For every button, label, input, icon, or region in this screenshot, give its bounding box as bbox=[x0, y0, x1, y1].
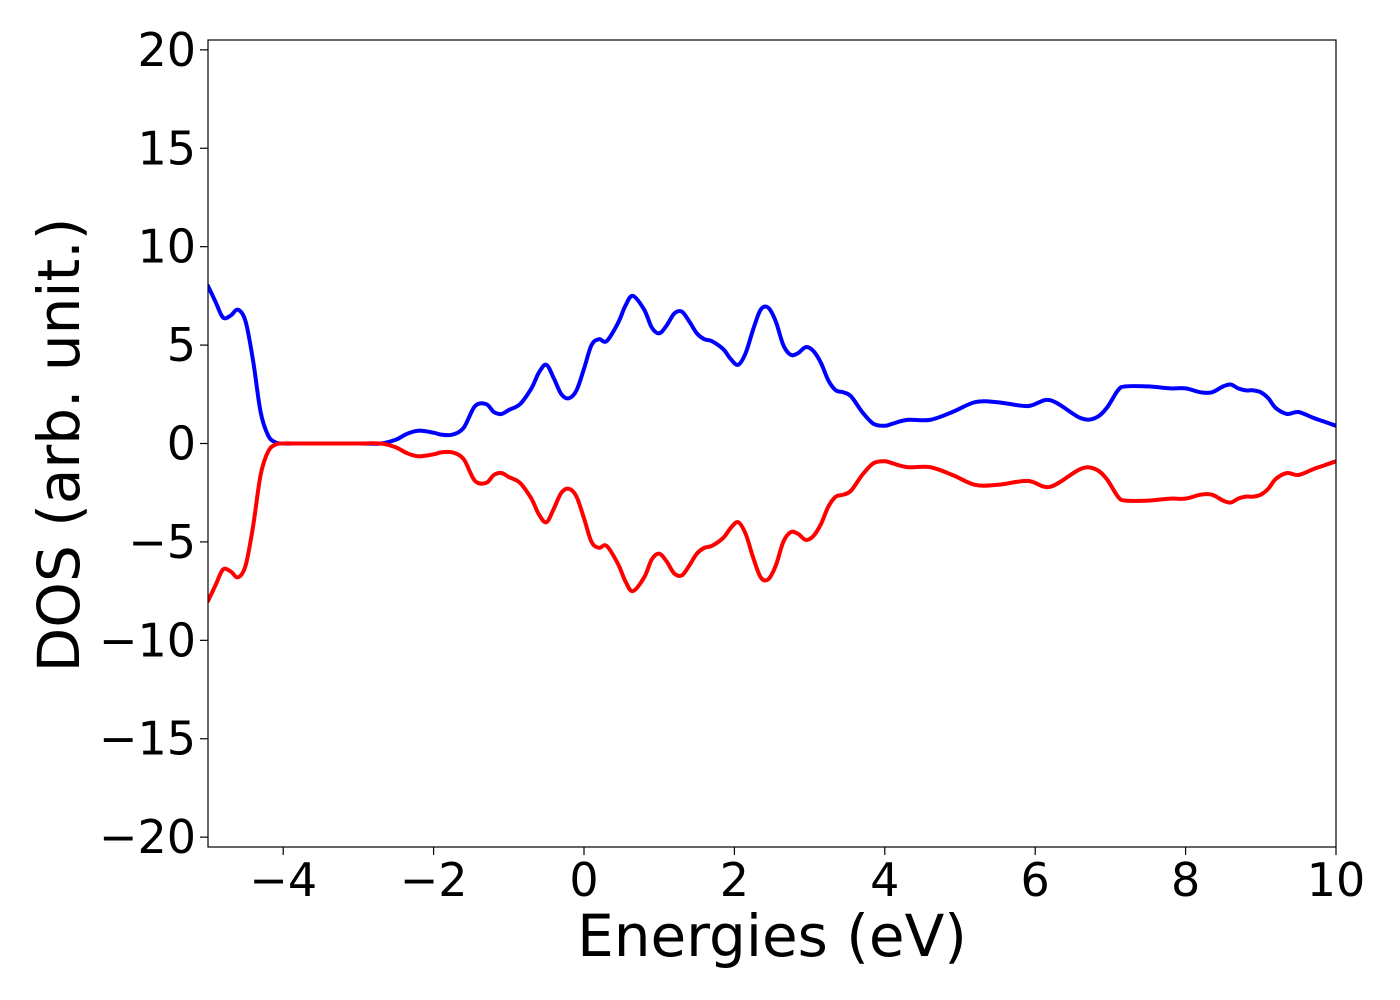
y-axis: −20 −15 −10 −5 0 5 10 15 20 bbox=[99, 23, 208, 864]
y-axis-label: DOS (arb. unit.) bbox=[25, 218, 93, 673]
x-tick-label: −4 bbox=[249, 853, 317, 907]
series-line-2 bbox=[208, 441, 1336, 603]
x-axis: −4 −2 0 2 4 6 8 10 bbox=[249, 847, 1365, 907]
x-tick-label: 10 bbox=[1307, 853, 1366, 907]
series-line-1 bbox=[208, 284, 1336, 446]
x-axis-label: Energies (eV) bbox=[577, 902, 967, 970]
y-tick-label: 15 bbox=[137, 121, 196, 175]
y-tick-label: 0 bbox=[167, 417, 196, 471]
y-tick-label: −5 bbox=[128, 515, 196, 569]
y-tick-label: −20 bbox=[99, 810, 196, 864]
y-tick-label: 20 bbox=[137, 23, 196, 77]
y-tick-label: −10 bbox=[99, 613, 196, 667]
series-layer bbox=[208, 284, 1336, 603]
x-tick-label: 2 bbox=[720, 853, 749, 907]
x-tick-label: −2 bbox=[400, 853, 468, 907]
y-tick-label: 10 bbox=[137, 220, 196, 274]
plot-area bbox=[208, 40, 1336, 847]
x-tick-label: 8 bbox=[1171, 853, 1200, 907]
x-tick-label: 6 bbox=[1021, 853, 1050, 907]
x-tick-label: 4 bbox=[870, 853, 899, 907]
y-tick-label: 5 bbox=[167, 318, 196, 372]
x-tick-label: 0 bbox=[569, 853, 598, 907]
y-tick-label: −15 bbox=[99, 712, 196, 766]
